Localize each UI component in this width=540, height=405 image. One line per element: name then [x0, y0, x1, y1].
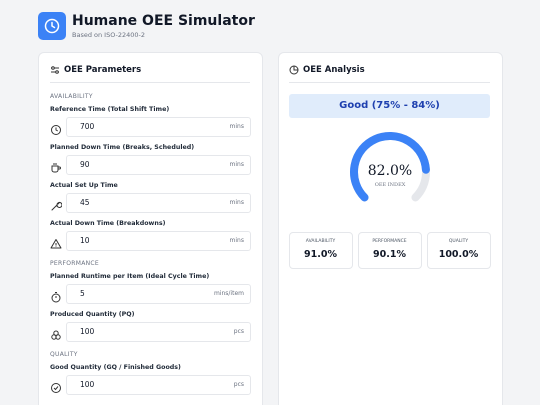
metric-value: 91.0% [304, 249, 337, 260]
parameters-title: OEE Parameters [64, 65, 142, 75]
field-value: 10 [80, 236, 90, 245]
field-input[interactable] [66, 284, 251, 304]
section-label: PERFORMANCE [50, 260, 99, 267]
app-title: Humane OEE Simulator [72, 13, 255, 29]
field-label: Reference Time (Total Shift Time) [50, 106, 170, 113]
metric-label: AVAILABILITY [305, 239, 336, 244]
field-label: Good Quantity (GQ / Finished Goods) [50, 364, 181, 371]
app-subtitle: Based on ISO-22400-2 [72, 31, 146, 39]
field-label: Actual Down Time (Breakdowns) [50, 220, 166, 227]
field-value: 700 [80, 122, 95, 131]
field-icon [50, 379, 62, 393]
field-label: Planned Runtime per Item (Ideal Cycle Ti… [50, 273, 210, 280]
sliders-icon [51, 66, 59, 74]
metric-card [427, 232, 491, 269]
field-value: 100 [80, 380, 95, 389]
gauge-arc [350, 132, 430, 202]
field-unit: mins [229, 161, 244, 168]
section-label: QUALITY [50, 351, 78, 358]
field-icon [50, 288, 62, 303]
field-unit: mins [229, 199, 244, 206]
metric-label: PERFORMANCE [372, 239, 407, 244]
gauge [350, 132, 430, 202]
field-input[interactable] [66, 231, 251, 251]
field-value: 100 [80, 327, 95, 336]
gauge-value: 82.0% [367, 163, 413, 179]
status-banner: Good (75% - 84%) [289, 94, 490, 118]
field-value: 90 [80, 160, 90, 169]
field-input[interactable] [66, 155, 251, 175]
divider [289, 82, 490, 83]
parameters-card [38, 52, 263, 405]
metric-card [289, 232, 353, 269]
field-value: 45 [80, 198, 90, 207]
field-unit: pcs [233, 328, 244, 335]
field-icon [50, 121, 62, 135]
app-icon [38, 12, 66, 40]
metric-value: 100.0% [438, 249, 479, 260]
field-unit: mins/item [213, 290, 244, 297]
field-label: Produced Quantity (PQ) [50, 311, 135, 318]
chart-icon [289, 65, 299, 75]
section-label: AVAILABILITY [50, 93, 93, 100]
field-value: 5 [80, 289, 85, 298]
analysis-title: OEE Analysis [303, 65, 365, 75]
field-label: Actual Set Up Time [50, 182, 118, 189]
field-icon [50, 326, 62, 340]
metric-value: 90.1% [373, 249, 406, 260]
field-unit: mins [229, 123, 244, 130]
gauge-caption: OEE INDEX [374, 182, 406, 188]
field-input[interactable] [66, 193, 251, 213]
metric-label: QUALITY [448, 239, 469, 244]
clock-icon [44, 18, 60, 34]
field-input[interactable] [66, 322, 251, 342]
divider [50, 82, 250, 83]
field-unit: mins [229, 237, 244, 244]
field-unit: pcs [233, 381, 244, 388]
field-label: Planned Down Time (Breaks, Scheduled) [50, 144, 195, 151]
metric-card [358, 232, 422, 269]
field-icon [50, 235, 62, 249]
field-input[interactable] [66, 375, 251, 395]
field-input[interactable] [66, 117, 251, 137]
field-icon [50, 197, 63, 211]
field-icon [50, 159, 62, 173]
